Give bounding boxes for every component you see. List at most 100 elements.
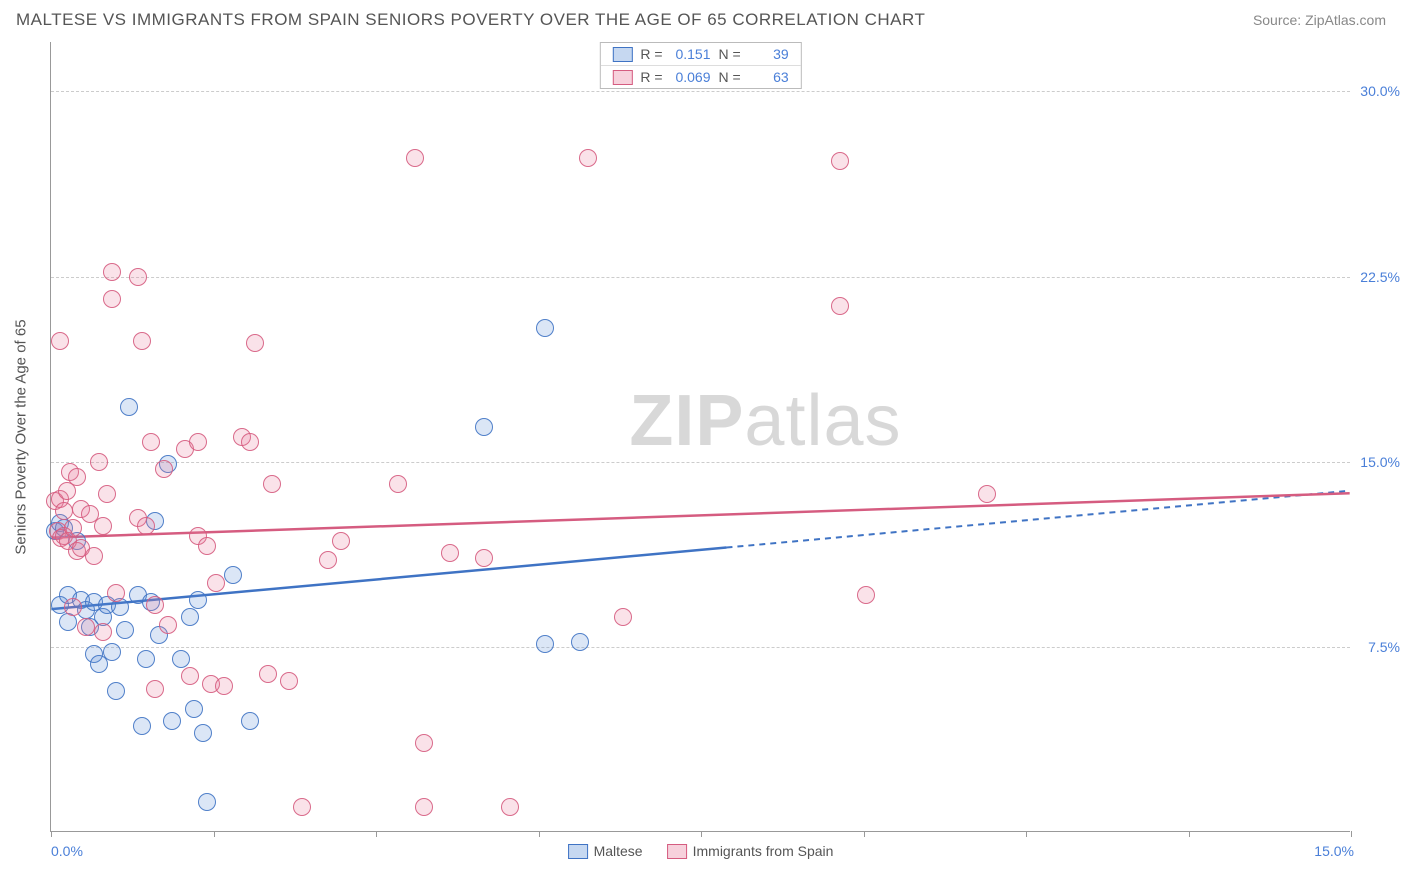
data-point (163, 712, 181, 730)
data-point (406, 149, 424, 167)
data-point (579, 149, 597, 167)
data-point (189, 433, 207, 451)
data-point (571, 633, 589, 651)
gridline (51, 647, 1350, 648)
data-point (133, 717, 151, 735)
data-point (55, 502, 73, 520)
data-point (207, 574, 225, 592)
y-tick-label: 30.0% (1355, 83, 1400, 99)
data-point (103, 643, 121, 661)
data-point (475, 549, 493, 567)
data-point (389, 475, 407, 493)
data-point (259, 665, 277, 683)
data-point (857, 586, 875, 604)
data-point (198, 537, 216, 555)
data-point (64, 598, 82, 616)
y-tick-label: 22.5% (1355, 269, 1400, 285)
data-point (107, 682, 125, 700)
data-point (536, 635, 554, 653)
data-point (332, 532, 350, 550)
data-point (194, 724, 212, 742)
correlation-stats-legend: R = 0.151 N = 39 R = 0.069 N = 63 (599, 42, 801, 89)
data-point (77, 618, 95, 636)
swatch-maltese (612, 47, 632, 62)
x-tick (51, 831, 52, 837)
data-point (241, 712, 259, 730)
data-point (146, 680, 164, 698)
data-point (263, 475, 281, 493)
x-tick (1351, 831, 1352, 837)
y-tick-label: 7.5% (1355, 639, 1400, 655)
x-tick (214, 831, 215, 837)
data-point (58, 482, 76, 500)
data-point (475, 418, 493, 436)
legend-item-spain: Immigrants from Spain (667, 843, 834, 859)
x-tick (864, 831, 865, 837)
data-point (129, 268, 147, 286)
series-legend: Maltese Immigrants from Spain (568, 843, 834, 859)
data-point (181, 608, 199, 626)
data-point (415, 798, 433, 816)
data-point (246, 334, 264, 352)
data-point (215, 677, 233, 695)
swatch-maltese (568, 844, 588, 859)
swatch-spain (667, 844, 687, 859)
y-axis-title: Seniors Poverty Over the Age of 65 (13, 319, 30, 554)
data-point (172, 650, 190, 668)
data-point (536, 319, 554, 337)
data-point (185, 700, 203, 718)
data-point (224, 566, 242, 584)
watermark: ZIPatlas (629, 380, 901, 462)
data-point (831, 297, 849, 315)
x-tick (701, 831, 702, 837)
swatch-spain (612, 70, 632, 85)
data-point (441, 544, 459, 562)
gridline (51, 462, 1350, 463)
data-point (137, 517, 155, 535)
data-point (120, 398, 138, 416)
data-point (142, 433, 160, 451)
x-tick (1189, 831, 1190, 837)
data-point (133, 332, 151, 350)
data-point (189, 591, 207, 609)
data-point (293, 798, 311, 816)
data-point (68, 468, 86, 486)
y-tick-label: 15.0% (1355, 454, 1400, 470)
source-attribution: Source: ZipAtlas.com (1253, 12, 1386, 28)
stats-row-spain: R = 0.069 N = 63 (600, 65, 800, 88)
data-point (978, 485, 996, 503)
data-point (64, 519, 82, 537)
data-point (137, 650, 155, 668)
data-point (319, 551, 337, 569)
data-point (614, 608, 632, 626)
x-tick (539, 831, 540, 837)
data-point (90, 453, 108, 471)
data-point (85, 547, 103, 565)
data-point (51, 332, 69, 350)
legend-item-maltese: Maltese (568, 843, 643, 859)
data-point (198, 793, 216, 811)
data-point (280, 672, 298, 690)
data-point (159, 616, 177, 634)
data-point (94, 517, 112, 535)
data-point (116, 621, 134, 639)
stats-row-maltese: R = 0.151 N = 39 (600, 43, 800, 65)
data-point (155, 460, 173, 478)
data-point (107, 584, 125, 602)
x-axis-min-label: 0.0% (51, 843, 83, 859)
data-point (241, 433, 259, 451)
x-tick (1026, 831, 1027, 837)
x-tick (376, 831, 377, 837)
data-point (415, 734, 433, 752)
chart-title: MALTESE VS IMMIGRANTS FROM SPAIN SENIORS… (16, 10, 925, 30)
gridline (51, 91, 1350, 92)
data-point (831, 152, 849, 170)
data-point (103, 263, 121, 281)
data-point (501, 798, 519, 816)
scatter-chart: Seniors Poverty Over the Age of 65 7.5%1… (50, 42, 1350, 832)
x-axis-max-label: 15.0% (1314, 843, 1354, 859)
data-point (103, 290, 121, 308)
data-point (98, 485, 116, 503)
data-point (94, 623, 112, 641)
gridline (51, 277, 1350, 278)
